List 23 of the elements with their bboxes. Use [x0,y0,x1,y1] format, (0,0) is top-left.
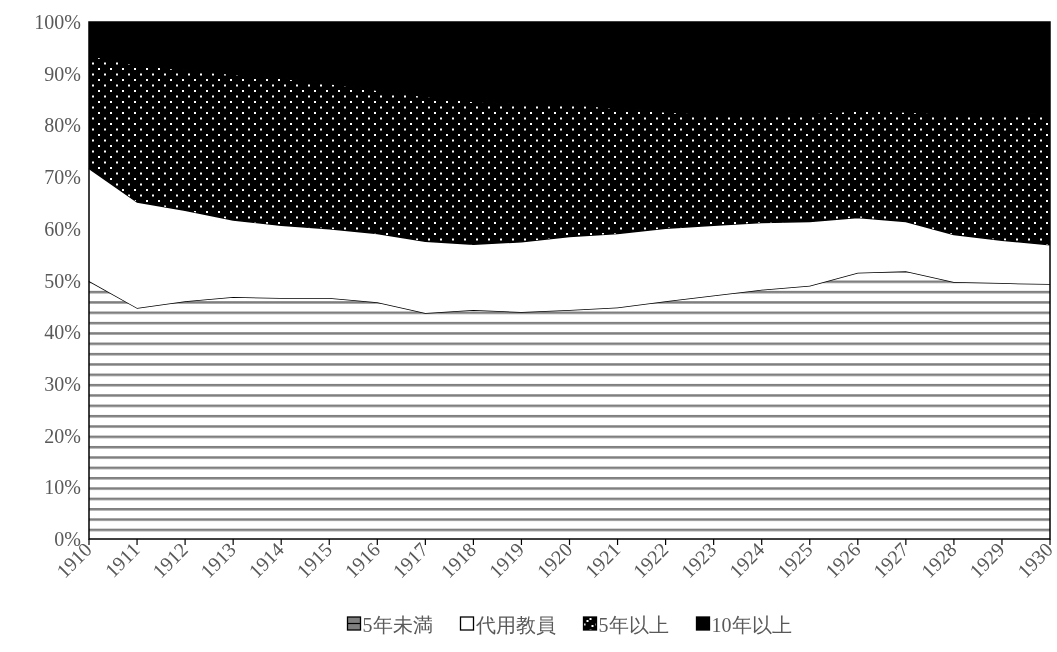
x-tick-label: 1912 [148,538,192,583]
x-tick-label: 1930 [1012,538,1057,583]
legend-label: 10年以上 [711,614,792,636]
legend-label: 5年以上 [598,614,669,636]
y-tick-label: 70% [44,166,81,189]
y-tick-label: 50% [44,269,81,292]
x-tick-label: 1922 [628,538,673,583]
x-tick-label: 1920 [532,538,577,583]
y-tick-label: 100% [34,11,81,33]
x-tick-label: 1911 [100,538,144,582]
legend-label: 5年未満 [362,614,433,636]
x-tick-label: 1913 [196,538,240,583]
y-tick-label: 10% [44,476,81,499]
x-tick-label: 1921 [580,538,625,583]
x-tick-label: 1929 [964,538,1009,583]
y-tick-label: 20% [44,424,81,447]
y-tick-label: 80% [44,114,81,137]
legend-label: 代用教員 [474,614,556,636]
y-tick-label: 60% [44,217,81,240]
y-tick-label: 40% [44,321,81,344]
y-tick-label: 30% [44,372,81,395]
y-tick-label: 90% [44,62,81,85]
x-tick-label: 1919 [484,538,529,583]
